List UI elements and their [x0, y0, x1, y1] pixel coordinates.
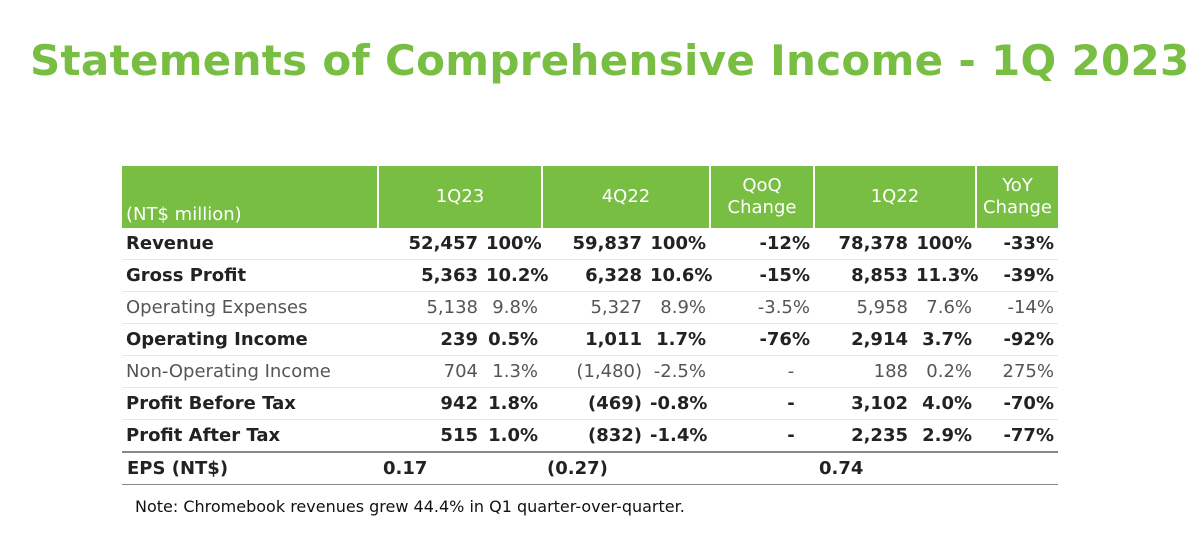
- unit-label-header: (NT$ million): [122, 166, 378, 228]
- row-label: Profit Before Tax: [122, 387, 378, 420]
- cell-4q22-pct: 8.9%: [646, 291, 710, 324]
- cell-4q22-pct: 1.7%: [646, 323, 710, 356]
- cell-yoy-change: -33%: [976, 228, 1058, 260]
- cell-1q22-pct: 11.3%: [912, 259, 978, 292]
- cell-1q22-value: 2,235: [814, 419, 912, 453]
- row-label: Operating Income: [122, 323, 378, 356]
- cell-1q23-value: 942: [378, 387, 482, 420]
- cell-1q23-pct: 1.0%: [482, 419, 542, 453]
- table-header-row: (NT$ million) 1Q23 4Q22 QoQ Change 1Q22 …: [122, 166, 1058, 228]
- cell-4q22-pct: -0.8%: [646, 387, 710, 420]
- cell-yoy-change: -77%: [976, 419, 1058, 453]
- income-statement-table: (NT$ million) 1Q23 4Q22 QoQ Change 1Q22 …: [122, 166, 1058, 485]
- cell-1q22-value: 188: [814, 355, 912, 388]
- cell-1q23-value: 239: [378, 323, 482, 356]
- cell-1q22-value: 5,958: [814, 291, 912, 324]
- row-label: Operating Expenses: [122, 291, 378, 324]
- cell-eps-1q23: 0.17: [378, 451, 542, 485]
- cell-1q22-pct: 0.2%: [912, 355, 976, 388]
- table-row-operating-income: Operating Income 239 0.5% 1,011 1.7% -76…: [122, 323, 1058, 356]
- cell-4q22-value: 59,837: [542, 228, 646, 260]
- table-row-profit-before-tax: Profit Before Tax 942 1.8% (469) -0.8% -…: [122, 387, 1058, 420]
- cell-1q22-value: 3,102: [814, 387, 912, 420]
- row-label: Revenue: [122, 228, 378, 260]
- cell-4q22-value: (1,480): [542, 355, 646, 388]
- cell-1q23-value: 5,363: [378, 259, 482, 292]
- cell-yoy-change: -92%: [976, 323, 1058, 356]
- cell-1q23-value: 704: [378, 355, 482, 388]
- table-row-revenue: Revenue 52,457 100% 59,837 100% -12% 78,…: [122, 228, 1058, 260]
- cell-4q22-pct: -1.4%: [646, 419, 710, 453]
- col-header-yoy-change: YoY Change: [975, 166, 1058, 228]
- cell-1q23-value: 5,138: [378, 291, 482, 324]
- cell-1q22-pct: 2.9%: [912, 419, 976, 453]
- cell-qoq-change: -3.5%: [710, 291, 814, 324]
- cell-yoy-change: -70%: [976, 387, 1058, 420]
- cell-1q23-pct: 1.8%: [482, 387, 542, 420]
- cell-qoq-change: -: [710, 387, 814, 420]
- page-title: Statements of Comprehensive Income - 1Q …: [30, 36, 1190, 85]
- cell-1q23-pct: 9.8%: [482, 291, 542, 324]
- cell-1q23-value: 515: [378, 419, 482, 453]
- row-label: Non-Operating Income: [122, 355, 378, 388]
- cell-4q22-value: 5,327: [542, 291, 646, 324]
- footnote: Note: Chromebook revenues grew 44.4% in …: [135, 497, 685, 516]
- table-row-eps: EPS (NT$) 0.17 (0.27) 0.74: [122, 451, 1058, 485]
- cell-4q22-pct: 10.6%: [646, 259, 712, 292]
- cell-4q22-pct: 100%: [646, 228, 710, 260]
- row-label: Gross Profit: [122, 259, 378, 292]
- cell-4q22-value: 1,011: [542, 323, 646, 356]
- cell-qoq-change: -12%: [710, 228, 814, 260]
- cell-1q22-pct: 3.7%: [912, 323, 976, 356]
- cell-qoq-change: -: [710, 419, 814, 453]
- cell-4q22-pct: -2.5%: [646, 355, 710, 388]
- table-row-non-operating-income: Non-Operating Income 704 1.3% (1,480) -2…: [122, 355, 1058, 388]
- cell-4q22-value: (832): [542, 419, 646, 453]
- col-header-1q22: 1Q22: [813, 166, 976, 228]
- cell-eps-4q22: (0.27): [542, 451, 814, 485]
- cell-1q23-value: 52,457: [378, 228, 482, 260]
- cell-yoy-change: -14%: [976, 291, 1058, 324]
- cell-1q22-pct: 7.6%: [912, 291, 976, 324]
- col-header-4q22: 4Q22: [541, 166, 710, 228]
- cell-1q23-pct: 1.3%: [482, 355, 542, 388]
- cell-4q22-value: (469): [542, 387, 646, 420]
- cell-1q23-pct: 10.2%: [482, 259, 548, 292]
- table-row-profit-after-tax: Profit After Tax 515 1.0% (832) -1.4% - …: [122, 419, 1058, 453]
- table-row-operating-expenses: Operating Expenses 5,138 9.8% 5,327 8.9%…: [122, 291, 1058, 324]
- cell-qoq-change: -15%: [710, 259, 814, 292]
- cell-1q22-value: 8,853: [814, 259, 912, 292]
- cell-qoq-change: -76%: [710, 323, 814, 356]
- cell-1q22-value: 2,914: [814, 323, 912, 356]
- col-header-1q23: 1Q23: [377, 166, 542, 228]
- row-label: EPS (NT$): [122, 451, 378, 485]
- cell-4q22-value: 6,328: [542, 259, 646, 292]
- cell-1q23-pct: 0.5%: [482, 323, 542, 356]
- qoq-change-label: QoQ Change: [727, 174, 797, 219]
- cell-eps-1q22: 0.74: [814, 451, 1058, 485]
- cell-1q23-pct: 100%: [482, 228, 542, 260]
- yoy-change-label: YoY Change: [983, 174, 1052, 219]
- col-header-qoq-change: QoQ Change: [709, 166, 814, 228]
- cell-1q22-pct: 4.0%: [912, 387, 976, 420]
- cell-yoy-change: -39%: [976, 259, 1058, 292]
- cell-yoy-change: 275%: [976, 355, 1058, 388]
- cell-qoq-change: -: [710, 355, 814, 388]
- cell-1q22-value: 78,378: [814, 228, 912, 260]
- row-label: Profit After Tax: [122, 419, 378, 453]
- cell-1q22-pct: 100%: [912, 228, 976, 260]
- table-row-gross-profit: Gross Profit 5,363 10.2% 6,328 10.6% -15…: [122, 259, 1058, 292]
